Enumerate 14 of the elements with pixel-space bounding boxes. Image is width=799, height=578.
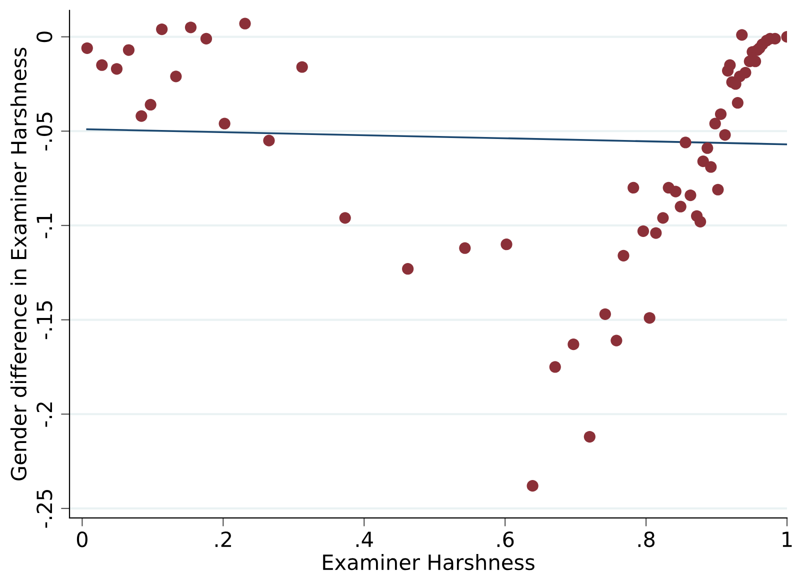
y-tick-label: -.05 bbox=[36, 112, 52, 150]
x-tick-label: .6 bbox=[497, 531, 514, 548]
x-tick-label: 1 bbox=[782, 532, 792, 547]
y-tick-label: -.25 bbox=[36, 490, 52, 528]
x-tick-label: .4 bbox=[356, 532, 373, 547]
y-tick-label: 0 bbox=[36, 32, 52, 42]
x-tick-label: .8 bbox=[638, 531, 655, 548]
y-tick-label: -.2 bbox=[36, 402, 52, 427]
x-tick-label: 0 bbox=[76, 531, 88, 548]
y-axis-title: Gender difference in Examiner Harshness bbox=[10, 48, 27, 480]
y-tick-label: -.15 bbox=[36, 301, 52, 340]
y-tick-label: -.1 bbox=[36, 214, 52, 238]
x-tick-label: .2 bbox=[215, 531, 232, 547]
x-axis-title: Examiner Harshness bbox=[323, 554, 534, 570]
